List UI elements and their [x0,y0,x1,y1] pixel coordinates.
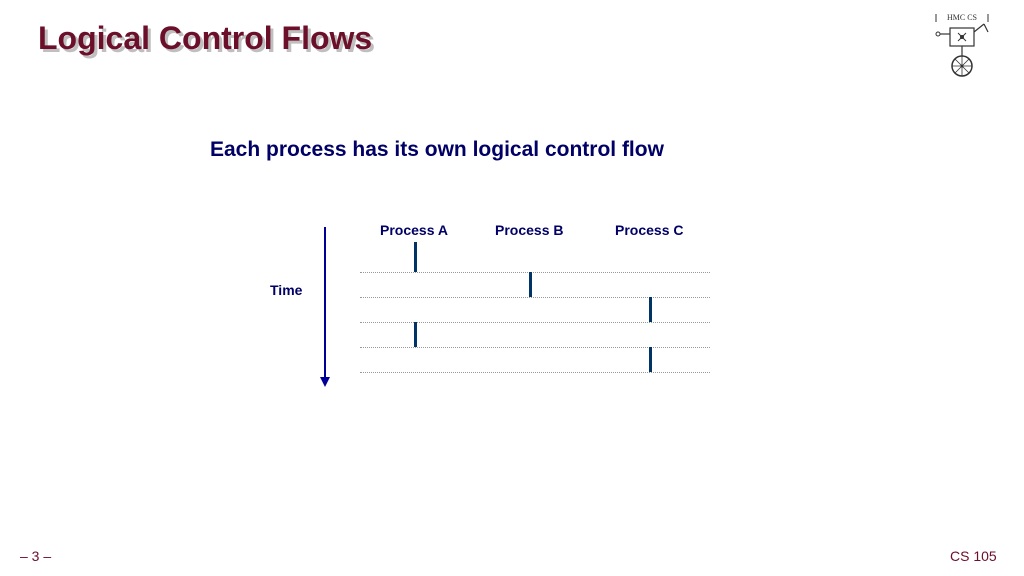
hmc-cs-logo: HMC CS [922,10,1002,80]
process-run-segment [414,242,417,272]
svg-text:HMC CS: HMC CS [947,13,977,22]
context-switch-line [360,322,710,323]
process-run-segment [529,272,532,297]
context-switch-line [360,297,710,298]
control-flow-diagram: Time Process A Process B Process C [270,222,710,392]
slide-number: – 3 – [20,548,51,564]
robot-unicycle-icon: HMC CS [922,10,1002,80]
page-title: Logical Control Flows [38,20,372,57]
process-run-segment [414,322,417,347]
process-column-label: Process B [495,222,563,238]
process-column-label: Process C [615,222,683,238]
time-arrow-icon [315,227,335,389]
context-switch-line [360,372,710,373]
process-run-segment [649,297,652,322]
context-switch-line [360,272,710,273]
process-run-segment [649,347,652,372]
context-switch-line [360,347,710,348]
time-axis-label: Time [270,282,302,298]
course-code: CS 105 [950,548,997,564]
process-column-label: Process A [380,222,448,238]
page-subtitle: Each process has its own logical control… [210,138,664,162]
